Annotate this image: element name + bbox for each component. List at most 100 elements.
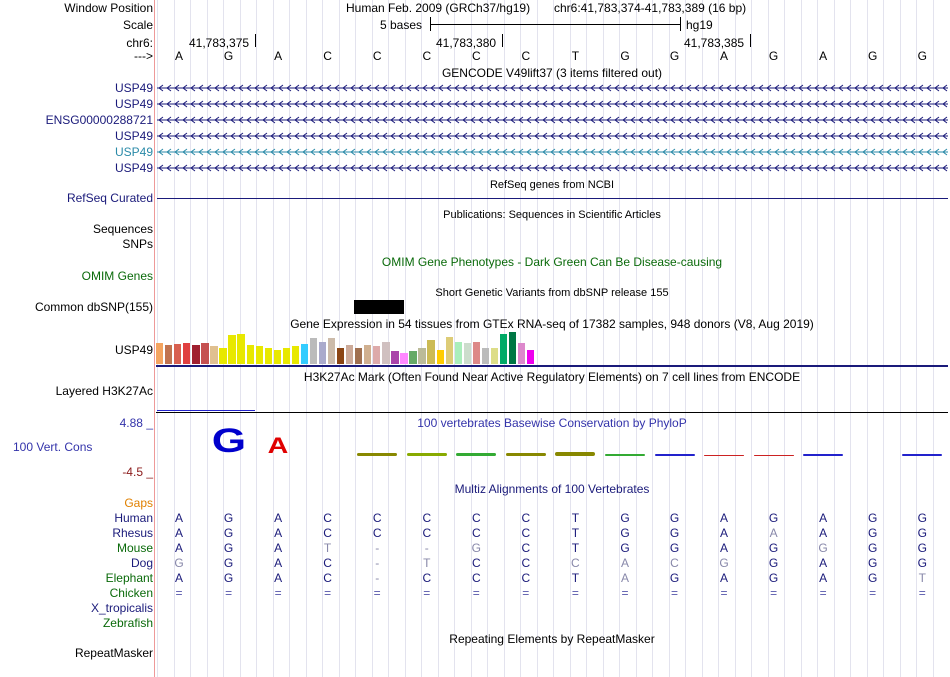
gtex-tissue-bar[interactable]	[499, 334, 508, 364]
gtex-tissue-bar[interactable]	[255, 346, 263, 364]
species-label[interactable]: Chicken	[109, 586, 153, 600]
gtex-tissue-bar[interactable]	[527, 350, 535, 364]
alignment-base: =	[225, 586, 233, 600]
gencode-transcript-strand[interactable]	[157, 114, 948, 126]
refseq-track-label[interactable]: RefSeq Curated	[66, 191, 153, 205]
sequences-label[interactable]: Sequences	[92, 222, 153, 236]
gencode-transcript-label[interactable]: USP49	[114, 129, 153, 143]
species-label[interactable]: Mouse	[116, 541, 153, 555]
gtex-tissue-bar[interactable]	[481, 348, 490, 364]
gencode-transcript-strand[interactable]	[157, 146, 948, 158]
gtex-tissue-bar[interactable]	[156, 343, 164, 364]
gtex-tissue-bar[interactable]	[427, 340, 435, 364]
gtex-tissue-bar[interactable]	[454, 342, 462, 364]
gtex-tissue-bar[interactable]	[373, 346, 381, 364]
gtex-tissue-bar[interactable]	[327, 338, 336, 364]
gencode-transcript-strand[interactable]	[157, 130, 948, 142]
gaps-label[interactable]: Gaps	[124, 496, 153, 510]
gtex-tissue-bar[interactable]	[418, 348, 426, 364]
gencode-transcript-strand[interactable]	[157, 98, 948, 110]
gridline	[305, 0, 307, 677]
alignment-base: T	[323, 541, 332, 555]
gtex-tissue-bar[interactable]	[318, 342, 327, 364]
gtex-tissue-bar[interactable]	[445, 337, 453, 364]
refseq-gene-line[interactable]	[157, 198, 948, 199]
alignment-base: C	[323, 511, 332, 525]
gtex-tissue-bar[interactable]	[192, 345, 200, 364]
gtex-tissue-bar[interactable]	[364, 345, 372, 364]
species-label[interactable]: Elephant	[105, 571, 153, 585]
alignment-base: A	[819, 571, 828, 585]
gencode-transcript-strand[interactable]	[157, 82, 948, 94]
gencode-transcript-label[interactable]: USP49	[114, 145, 153, 159]
dbsnp-variant-block[interactable]	[354, 300, 404, 314]
gtex-tissue-bar[interactable]	[183, 343, 191, 364]
gtex-tissue-bar[interactable]	[273, 350, 281, 364]
gencode-transcript-label[interactable]: ENSG00000288721	[45, 113, 153, 127]
phylop-mark	[406, 453, 447, 456]
gtex-tissue-bar[interactable]	[174, 344, 182, 364]
alignment-base: =	[621, 586, 629, 600]
gtex-tissue-bar[interactable]	[490, 348, 499, 364]
gridline	[454, 0, 455, 677]
alignment-base: C	[372, 511, 382, 525]
gencode-transcript-label[interactable]: USP49	[114, 97, 153, 111]
species-label[interactable]: Human	[114, 511, 153, 525]
alignment-base: G	[223, 526, 234, 540]
species-label[interactable]: Zebrafish	[102, 616, 153, 630]
gridline	[734, 0, 736, 677]
gtex-tissue-bar[interactable]	[309, 338, 318, 364]
gtex-tissue-bar[interactable]	[355, 348, 363, 364]
gtex-tissue-bar[interactable]	[219, 348, 227, 364]
reference-base: C	[372, 49, 382, 63]
gtex-tissue-bar[interactable]	[472, 342, 481, 364]
gtex-tissue-bar[interactable]	[282, 348, 291, 364]
gtex-expression-bars[interactable]	[156, 332, 536, 364]
gtex-tissue-bar[interactable]	[337, 348, 345, 364]
gtex-tissue-bar[interactable]	[246, 345, 254, 364]
gtex-tissue-bar[interactable]	[300, 344, 309, 364]
alignment-base: G	[868, 541, 878, 555]
gtex-tissue-bar[interactable]	[264, 348, 272, 364]
h3k27ac-signal[interactable]	[157, 410, 255, 411]
position-tick	[255, 34, 256, 47]
gtex-tissue-bar[interactable]	[346, 345, 354, 364]
gtex-tissue-bar[interactable]	[201, 343, 209, 364]
gtex-tissue-bar[interactable]	[382, 342, 390, 364]
phylop-track-label[interactable]: 100 Vert. Cons	[13, 440, 93, 454]
gridline	[190, 0, 191, 677]
gencode-transcript-label[interactable]: USP49	[114, 161, 153, 175]
alignment-base: C	[521, 571, 531, 585]
snps-label[interactable]: SNPs	[122, 237, 153, 251]
omim-track-label[interactable]: OMIM Genes	[81, 269, 153, 283]
gtex-tissue-bar[interactable]	[237, 334, 245, 364]
gtex-tissue-bar[interactable]	[517, 343, 526, 364]
gtex-tissue-bar[interactable]	[409, 351, 417, 364]
alignment-base: =	[869, 586, 877, 600]
gtex-tissue-bar[interactable]	[165, 345, 173, 364]
dbsnp-track-label[interactable]: Common dbSNP(155)	[34, 300, 153, 314]
gridline	[602, 0, 604, 677]
gtex-tissue-bar[interactable]	[508, 332, 517, 364]
gtex-tissue-bar[interactable]	[291, 346, 300, 364]
gtex-tissue-bar[interactable]	[391, 351, 399, 364]
multiz-track-title: Multiz Alignments of 100 Vertebrates	[454, 482, 650, 496]
phylop-mark	[803, 454, 844, 456]
gtex-track-label[interactable]: USP49	[114, 343, 153, 357]
h3k27ac-track-label[interactable]: Layered H3K27Ac	[55, 384, 153, 398]
repeatmasker-track-label[interactable]: RepeatMasker	[74, 646, 153, 660]
alignment-base: G	[669, 571, 680, 585]
species-label[interactable]: Rhesus	[112, 526, 153, 540]
gencode-transcript-strand[interactable]	[157, 162, 948, 174]
gtex-tissue-bar[interactable]	[436, 350, 444, 364]
gencode-track-title: GENCODE V49lift37 (3 items filtered out)	[441, 66, 663, 80]
gtex-tissue-bar[interactable]	[463, 343, 471, 364]
gencode-transcript-label[interactable]: USP49	[114, 81, 153, 95]
species-label[interactable]: X_tropicalis	[90, 601, 153, 615]
species-label[interactable]: Dog	[130, 556, 153, 570]
gtex-tissue-bar[interactable]	[228, 335, 236, 364]
alignment-base: G	[768, 571, 779, 585]
gtex-tissue-bar[interactable]	[400, 353, 408, 364]
gtex-tissue-bar[interactable]	[210, 346, 218, 364]
